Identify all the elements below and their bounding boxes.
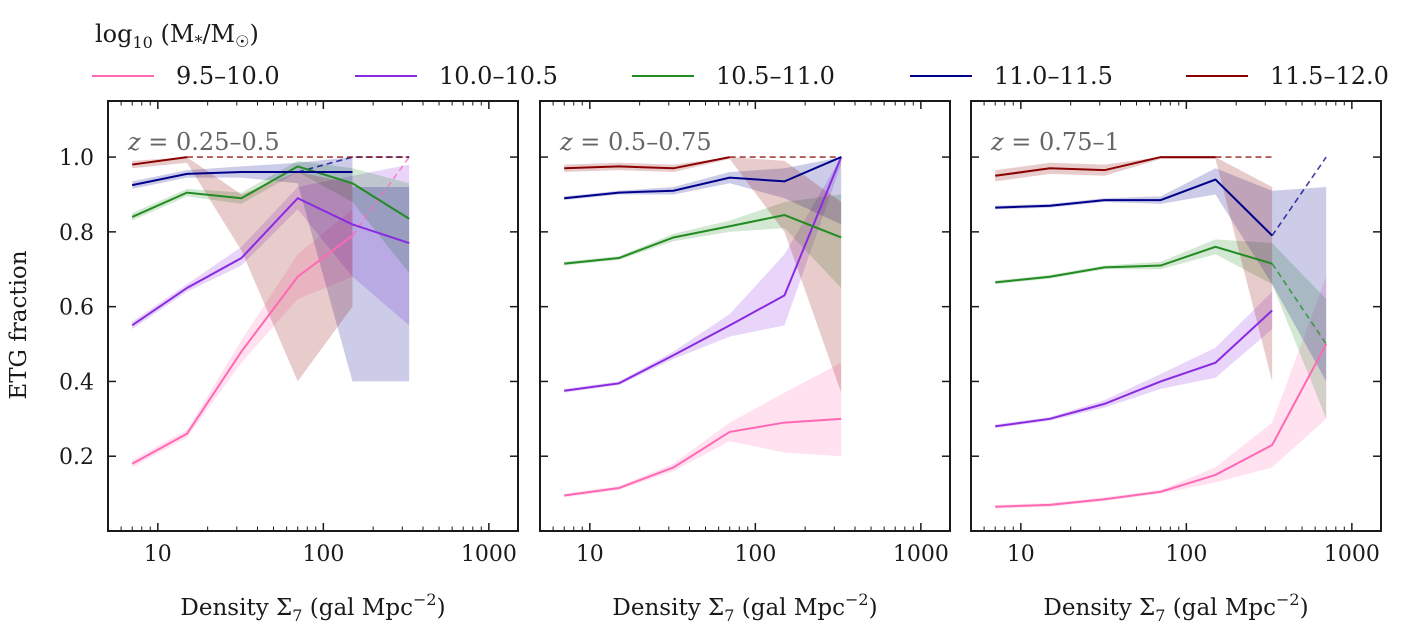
y-tick-label: 0.4 xyxy=(59,370,94,395)
x-tick-label: 10 xyxy=(1007,542,1035,567)
y-tick-label: 1.0 xyxy=(59,146,94,171)
legend-label-10-5-11-0: 10.5–11.0 xyxy=(716,62,835,90)
band-extension-11-5-12-0 xyxy=(1215,157,1273,382)
band-extension-10-5-11-0 xyxy=(1272,243,1327,419)
x-tick-label: 100 xyxy=(1165,542,1207,567)
series-line-9-5-10-0 xyxy=(564,417,842,497)
y-tick-label: 0.8 xyxy=(59,221,94,246)
band-9-5-10-0 xyxy=(132,209,353,468)
series-line-11-5-12-0 xyxy=(995,156,1216,177)
legend-entry-10-0-10-5: 10.0–10.5 xyxy=(355,62,558,90)
y-axis-label: ETG fraction xyxy=(6,250,32,399)
band-10-5-11-0 xyxy=(132,160,410,273)
panel-3-frame xyxy=(970,100,1382,532)
legend-entry-11-0-11-5: 11.0–11.5 xyxy=(910,62,1113,90)
panel-1: 0.2 0.4 0.6 0.8 1.0 10 100 1000 Density Σ7 (gal … xyxy=(59,100,519,625)
band-11-0-11-5 xyxy=(564,157,842,225)
panel-1-frame xyxy=(107,100,519,532)
band-10-0-10-5 xyxy=(995,291,1273,429)
panel-2-frame xyxy=(539,100,951,532)
x-tick-label: 100 xyxy=(302,542,344,567)
series-line-11-5-12-0 xyxy=(564,156,730,170)
x-axis-label: Density Σ7 (gal Mpc−2) xyxy=(1043,590,1308,625)
band-11-5-12-0 xyxy=(564,157,730,173)
dashed-line-11-0-11-5 xyxy=(1271,156,1327,237)
series-line-9-5-10-0 xyxy=(995,343,1328,508)
x-tick-label: 10 xyxy=(576,542,604,567)
series-line-10-5-11-0 xyxy=(564,214,842,265)
band-9-5-10-0 xyxy=(995,276,1327,509)
band-9-5-10-0 xyxy=(564,362,842,498)
band-extension-11-5-12-0 xyxy=(729,157,842,393)
dashed-line-10-5-11-0 xyxy=(1271,263,1327,345)
x-axis-label: Density Σ7 (gal Mpc−2) xyxy=(180,590,445,625)
panel-3-plot-area xyxy=(995,156,1328,509)
panel-2-plot-area xyxy=(564,156,843,498)
legend-label-11-5-12-0: 11.5–12.0 xyxy=(1270,62,1389,90)
panel-3-redshift-label: z = 0.75–1 xyxy=(990,128,1120,156)
y-tick-label: 0.6 xyxy=(59,296,94,321)
x-tick-label: 1000 xyxy=(461,542,517,567)
series-line-11-5-12-0 xyxy=(132,156,188,166)
legend-label-11-0-11-5: 11.0–11.5 xyxy=(994,62,1113,90)
legend-label-10-0-10-5: 10.0–10.5 xyxy=(439,62,558,90)
band-11-0-11-5 xyxy=(995,168,1273,285)
legend-entry-11-5-12-0: 11.5–12.0 xyxy=(1186,62,1389,90)
legend-label-9-5-10-0: 9.5–10.0 xyxy=(176,62,280,90)
legend: log10 (M*/M☉) 9.5–10.0 10.0–10.5 10.5–11.0… xyxy=(92,20,1389,90)
series-line-11-0-11-5 xyxy=(564,156,842,200)
band-extension-11-5-12-0 xyxy=(186,157,353,382)
band-11-0-11-5 xyxy=(132,157,353,382)
series-line-10-5-11-0 xyxy=(995,245,1273,284)
series-line-11-0-11-5 xyxy=(131,171,353,187)
panel-2: 10 100 1000 Density Σ7 (gal Mpc−2) z = 0.5–0… xyxy=(539,100,951,625)
series-line-11-0-11-5 xyxy=(995,178,1273,237)
legend-entry-9-5-10-0: 9.5–10.0 xyxy=(92,62,280,90)
y-tick-label: 0.2 xyxy=(59,445,94,470)
panel-3: 10 100 1000 Density Σ7 (gal Mpc−2) z = 0.75–… xyxy=(970,100,1382,625)
x-tick-label: 1000 xyxy=(1324,542,1380,567)
series-line-10-5-11-0 xyxy=(131,165,410,220)
series-line-10-0-10-5 xyxy=(131,197,410,327)
legend-title: log10 (M*/M☉) xyxy=(95,20,259,52)
band-extension-11-0-11-5 xyxy=(352,187,410,382)
panel-1-plot-area xyxy=(131,156,410,468)
x-tick-label: 100 xyxy=(734,542,776,567)
dashed-line-9-5-10-0 xyxy=(351,156,410,237)
legend-entry-10-5-11-0: 10.5–11.0 xyxy=(632,62,835,90)
panel-2-redshift-label: z = 0.5–0.75 xyxy=(559,128,712,156)
series-line-9-5-10-0 xyxy=(131,234,354,465)
x-tick-label: 10 xyxy=(144,542,172,567)
series-line-10-0-10-5 xyxy=(564,156,843,392)
x-axis-label: Density Σ7 (gal Mpc−2) xyxy=(612,590,877,625)
band-10-0-10-5 xyxy=(132,164,410,330)
band-10-0-10-5 xyxy=(564,157,842,393)
panel-1-redshift-label: z = 0.25–0.5 xyxy=(127,128,280,156)
x-tick-label: 1000 xyxy=(893,542,949,567)
series-line-10-0-10-5 xyxy=(995,309,1273,428)
band-extension-11-0-11-5 xyxy=(1272,187,1327,382)
